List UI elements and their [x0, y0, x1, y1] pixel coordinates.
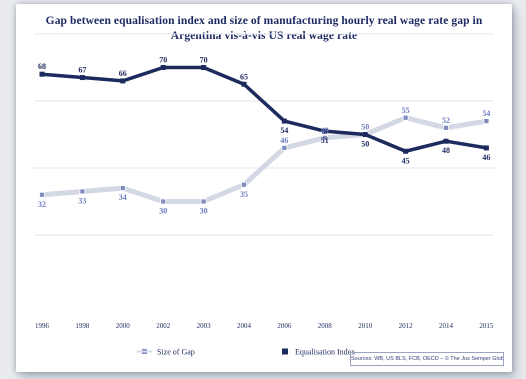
legend-label-size-of-gap: Size of Gap [157, 348, 195, 357]
data-label-size-of-gap: 33 [78, 196, 86, 205]
point-equalisation-index [39, 71, 45, 77]
point-equalisation-index [201, 65, 207, 70]
point-size-of-gap [39, 191, 45, 198]
data-label-equalisation-index: 70 [200, 56, 208, 65]
data-label-equalisation-index: 51 [321, 136, 329, 145]
x-tick-label: 1998 [75, 322, 90, 330]
point-equalisation-index [79, 75, 85, 81]
data-label-equalisation-index: 65 [240, 72, 248, 81]
legend-label-equalisation-index: Equalisation Index [295, 348, 355, 357]
point-size-of-gap [402, 114, 409, 121]
legend-swatch-equalisation-index [282, 348, 288, 355]
series-line-size-of-gap [39, 115, 489, 204]
x-tick-label: 2002 [156, 322, 171, 330]
point-equalisation-index [322, 128, 328, 134]
data-label-size-of-gap: 46 [280, 136, 288, 145]
point-equalisation-index [160, 65, 166, 70]
data-label-equalisation-index: 70 [159, 56, 167, 65]
data-label-equalisation-index: 54 [280, 126, 288, 135]
point-size-of-gap [241, 181, 247, 188]
data-label-size-of-gap: 55 [402, 106, 410, 115]
point-equalisation-index [281, 118, 287, 124]
point-size-of-gap [483, 118, 490, 124]
data-label-equalisation-index: 50 [361, 140, 369, 149]
data-label-equalisation-index: 45 [402, 156, 410, 165]
point-size-of-gap [79, 188, 86, 195]
data-label-size-of-gap: 50 [361, 123, 369, 132]
data-label-size-of-gap: 49 [321, 126, 329, 135]
x-tick-label: 2012 [399, 322, 414, 330]
data-label-equalisation-index: 48 [442, 146, 450, 155]
point-size-of-gap [281, 144, 288, 151]
point-size-of-gap [321, 134, 328, 141]
data-label-size-of-gap: 52 [442, 116, 450, 125]
point-size-of-gap [200, 198, 207, 205]
point-equalisation-index [241, 81, 247, 87]
x-tick-label: 2014 [439, 322, 454, 330]
data-label-size-of-gap: 54 [482, 109, 490, 118]
x-tick-label: 2010 [358, 322, 373, 330]
x-tick-label: 2015 [479, 322, 494, 330]
source-note: Sources: WB, US BLS, FCB, OECD – © The J… [350, 352, 504, 366]
data-label-size-of-gap: 34 [119, 193, 127, 202]
x-tick-label: 2006 [277, 322, 292, 330]
x-tick-label: 2000 [116, 322, 131, 330]
chart-title: Gap between equalisation index and size … [16, 14, 512, 44]
x-tick-label: 2004 [237, 322, 252, 330]
point-equalisation-index [120, 78, 126, 84]
point-equalisation-index [362, 132, 368, 137]
series-line-equalisation-index [40, 65, 489, 153]
point-equalisation-index [403, 148, 409, 154]
data-label-equalisation-index: 68 [38, 62, 46, 71]
x-tick-label: 2008 [318, 322, 333, 330]
data-label-equalisation-index: 66 [119, 69, 127, 78]
data-label-size-of-gap: 32 [38, 200, 46, 209]
x-tick-label: 2003 [197, 322, 212, 330]
point-size-of-gap [443, 124, 449, 131]
point-size-of-gap [160, 198, 167, 205]
line-chart: 1996 1998 2000 2002 2003 2004 2006 2008 2010 2012… [34, 33, 494, 357]
chart-card: Gap between equalisation index and size … [16, 4, 512, 372]
point-equalisation-index [443, 138, 449, 144]
data-label-equalisation-index: 67 [78, 66, 86, 75]
data-label-size-of-gap: 30 [159, 207, 167, 216]
point-equalisation-index [483, 145, 489, 151]
data-label-equalisation-index: 46 [482, 153, 490, 162]
data-label-size-of-gap: 30 [200, 207, 208, 216]
data-label-size-of-gap: 35 [240, 190, 248, 199]
chart-title-line-2: Argentina vis-à-vis US real wage rate [170, 30, 358, 42]
chart-title-line-1: Gap between equalisation index and size … [45, 15, 483, 27]
point-size-of-gap [119, 185, 126, 192]
x-tick-label: 1996 [35, 322, 50, 330]
